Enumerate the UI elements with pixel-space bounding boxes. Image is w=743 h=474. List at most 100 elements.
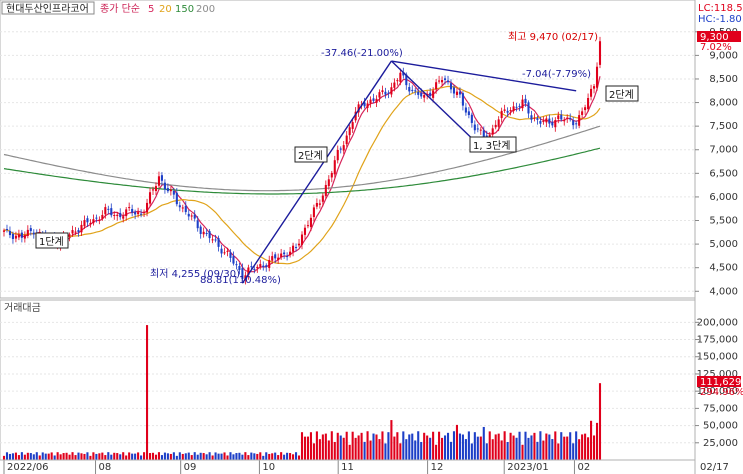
candle-body — [241, 268, 244, 279]
trendlines — [241, 60, 577, 284]
volume-bar — [402, 431, 405, 460]
candle-body — [539, 121, 542, 124]
candle-body — [384, 91, 387, 95]
price-tick-label: 7,000 — [709, 145, 738, 156]
volume-bar — [178, 452, 181, 460]
volume-bar — [41, 452, 44, 460]
date-axis: 2022/06 08 09 10 11 12 2023/01 02 — [0, 459, 695, 474]
volume-bar — [8, 453, 12, 460]
candle-body — [20, 232, 23, 238]
volume-bar — [140, 455, 143, 460]
candle-body — [86, 218, 89, 223]
volume-bar — [256, 453, 259, 460]
candle-body — [199, 226, 202, 234]
candle-body — [175, 192, 178, 205]
annotation-high: 최고 9,470 (02/17) — [508, 31, 598, 43]
candle-body — [598, 41, 602, 65]
volume-tick-label: 100,000 — [697, 386, 738, 397]
volume-bar — [53, 455, 56, 460]
volume-bar — [47, 453, 50, 460]
candle-body — [414, 90, 417, 92]
annotation-stage2b: 2단계 — [609, 89, 634, 101]
candle-body — [202, 231, 205, 235]
volume-bar — [86, 452, 89, 460]
volume-bar — [452, 431, 456, 460]
volume-bar — [435, 444, 438, 460]
volume-bar — [333, 441, 336, 460]
candle-body — [455, 91, 459, 95]
volume-bar — [235, 453, 238, 460]
volume-bar — [95, 453, 98, 460]
candle-body — [482, 130, 485, 138]
volume-bar — [393, 436, 396, 460]
candle-body — [148, 192, 152, 204]
volume-bar — [259, 452, 262, 460]
ma-label: 종가 단순 — [100, 3, 140, 15]
annotation-pct-1: -37.46(-21.00%) — [321, 48, 403, 59]
candle-body — [518, 105, 521, 107]
candle-body — [393, 82, 396, 88]
volume-tick-label: 25,000 — [703, 438, 738, 449]
candle-body — [23, 235, 26, 239]
candle-body — [306, 225, 310, 227]
candle-body — [515, 106, 518, 108]
candle-body — [303, 227, 307, 235]
candle-body — [500, 110, 503, 119]
candle-body — [154, 186, 158, 192]
volume-bar — [584, 433, 587, 460]
volume-bar — [160, 455, 163, 460]
candle-body — [435, 82, 438, 90]
candle-body — [590, 88, 593, 97]
candle-body — [530, 115, 533, 120]
volume-bar — [110, 454, 113, 460]
candle-body — [17, 234, 20, 238]
volume-bar — [369, 440, 372, 460]
candle-body — [309, 217, 312, 227]
volume-bar — [71, 452, 74, 460]
candle-body — [592, 86, 596, 89]
volume-bar — [244, 452, 247, 460]
volume-bar — [429, 437, 432, 460]
volume-bar — [387, 432, 390, 460]
volume-bar — [536, 441, 539, 460]
volume-bar — [193, 452, 196, 460]
candle-body — [265, 265, 268, 268]
volume-bar — [65, 452, 68, 460]
candle-body — [336, 149, 339, 161]
annotation-stage1: 1단계 — [39, 236, 64, 248]
stock-name-box[interactable] — [1, 1, 95, 15]
volume-bar — [575, 431, 578, 460]
candle-body — [581, 111, 584, 115]
volume-bar — [324, 433, 327, 460]
volume-bar — [470, 443, 473, 460]
candle-body — [458, 91, 461, 95]
volume-bar — [396, 432, 399, 460]
candle-body — [387, 92, 390, 94]
candle-body — [438, 80, 441, 82]
candle-body — [178, 205, 181, 208]
candle-body — [157, 176, 161, 186]
volume-bar — [500, 440, 503, 460]
volume-tick-label: 50,000 — [703, 421, 738, 432]
candle-body — [533, 117, 536, 119]
candle-body — [226, 250, 229, 252]
volume-bar — [315, 431, 318, 460]
volume-bar — [137, 452, 140, 460]
candle-body — [166, 188, 169, 192]
candle-body — [443, 78, 447, 80]
volume-bar — [381, 431, 384, 460]
volume-bar — [98, 453, 101, 460]
candle-body — [345, 135, 348, 145]
volume-bar — [220, 453, 223, 460]
volume-bar — [297, 455, 301, 460]
volume-bar — [214, 452, 217, 460]
volume-bar — [527, 437, 530, 460]
volume-bar — [539, 431, 542, 460]
candle-body — [119, 212, 122, 218]
volume-bar — [50, 452, 53, 460]
annotation-stage2a: 2단계 — [298, 150, 323, 162]
volume-bar — [101, 452, 104, 460]
volume-bar — [5, 452, 9, 460]
trendline-pullback — [390, 60, 485, 151]
volume-bar — [151, 452, 155, 460]
